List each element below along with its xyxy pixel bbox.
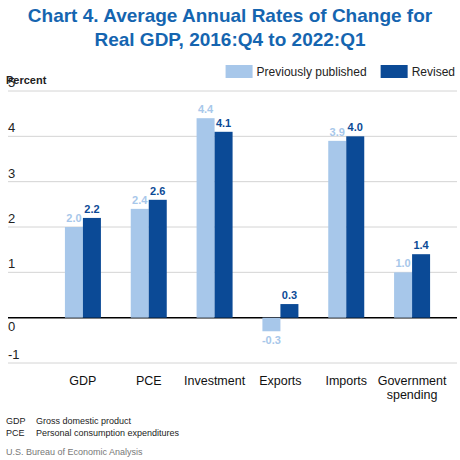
- bar: [197, 118, 215, 317]
- bar: [346, 136, 364, 317]
- text-line: spending: [387, 388, 438, 402]
- bar: [65, 227, 83, 318]
- bar: [412, 254, 430, 317]
- bar: [280, 304, 298, 318]
- text-line: Imports: [325, 374, 367, 388]
- y-tick-label: 5: [8, 75, 15, 90]
- legend: Revised Previously published: [226, 65, 455, 79]
- text-line: GDP: [69, 374, 96, 388]
- note-text: Gross domestic product: [36, 416, 132, 426]
- data-label: 4.1: [216, 117, 231, 129]
- data-label: -0.3: [262, 334, 281, 346]
- note-abbr: PCE: [6, 428, 25, 438]
- bar: [328, 141, 346, 318]
- note-text: Personal consumption expenditures: [36, 428, 180, 438]
- bar: [394, 272, 412, 317]
- legend-swatch: [226, 65, 253, 78]
- legend-swatch: [381, 65, 408, 78]
- data-labels: 2.0 2.4 4.4 -0.3 3.9 1.0 2.2 2.6 4.1 0.3 4.0 1.4: [66, 103, 429, 346]
- x-tick-label: GDP: [69, 374, 96, 388]
- text-line: Investment: [184, 374, 246, 388]
- x-tick-label: Governmentspending: [378, 374, 447, 402]
- y-tick-label: 3: [8, 166, 15, 181]
- data-label: 2.6: [150, 185, 165, 197]
- data-label: 0.3: [282, 289, 297, 301]
- y-tick-label: 2: [8, 211, 15, 226]
- x-tick-label: PCE: [136, 374, 162, 388]
- data-label: 4.4: [198, 103, 214, 115]
- data-label: 4.0: [348, 121, 363, 133]
- bar: [262, 318, 280, 332]
- data-label: 2.0: [66, 212, 81, 224]
- source: U.S. Bureau of Economic Analysis: [6, 447, 143, 457]
- chart: Chart 4. Average Annual Rates of Change …: [0, 0, 460, 460]
- x-tick-label: Imports: [325, 374, 367, 388]
- note-abbr: GDP: [6, 416, 26, 426]
- data-label: 1.4: [413, 239, 429, 251]
- data-label: 2.2: [84, 203, 99, 215]
- text-line: PCE: [136, 374, 162, 388]
- text-line: Exports: [259, 374, 301, 388]
- bar: [131, 209, 149, 318]
- bar: [149, 200, 167, 318]
- bars: [65, 118, 430, 331]
- y-tick-label: 4: [8, 120, 15, 135]
- x-tick-label: Investment: [184, 374, 246, 388]
- data-label: 1.0: [395, 257, 410, 269]
- legend-label: Previously published: [257, 65, 367, 79]
- title: Chart 4. Average Annual Rates of Change …: [28, 5, 433, 50]
- text-line: Real GDP, 2016:Q4 to 2022:Q1: [94, 29, 365, 50]
- text-line: Chart 4. Average Annual Rates of Change …: [28, 5, 433, 26]
- data-label: 3.9: [330, 126, 345, 138]
- text-line: Government: [378, 374, 447, 388]
- y-tick-label: -1: [8, 347, 20, 362]
- bar: [215, 132, 233, 318]
- bar: [83, 218, 101, 318]
- grid-line: [8, 363, 457, 364]
- y-tick-label: 0: [8, 319, 15, 334]
- legend-label: Revised: [412, 65, 455, 79]
- grid-line: [8, 91, 457, 92]
- x-tick-label: Exports: [259, 374, 301, 388]
- y-tick-label: 1: [8, 256, 15, 271]
- data-label: 2.4: [132, 194, 148, 206]
